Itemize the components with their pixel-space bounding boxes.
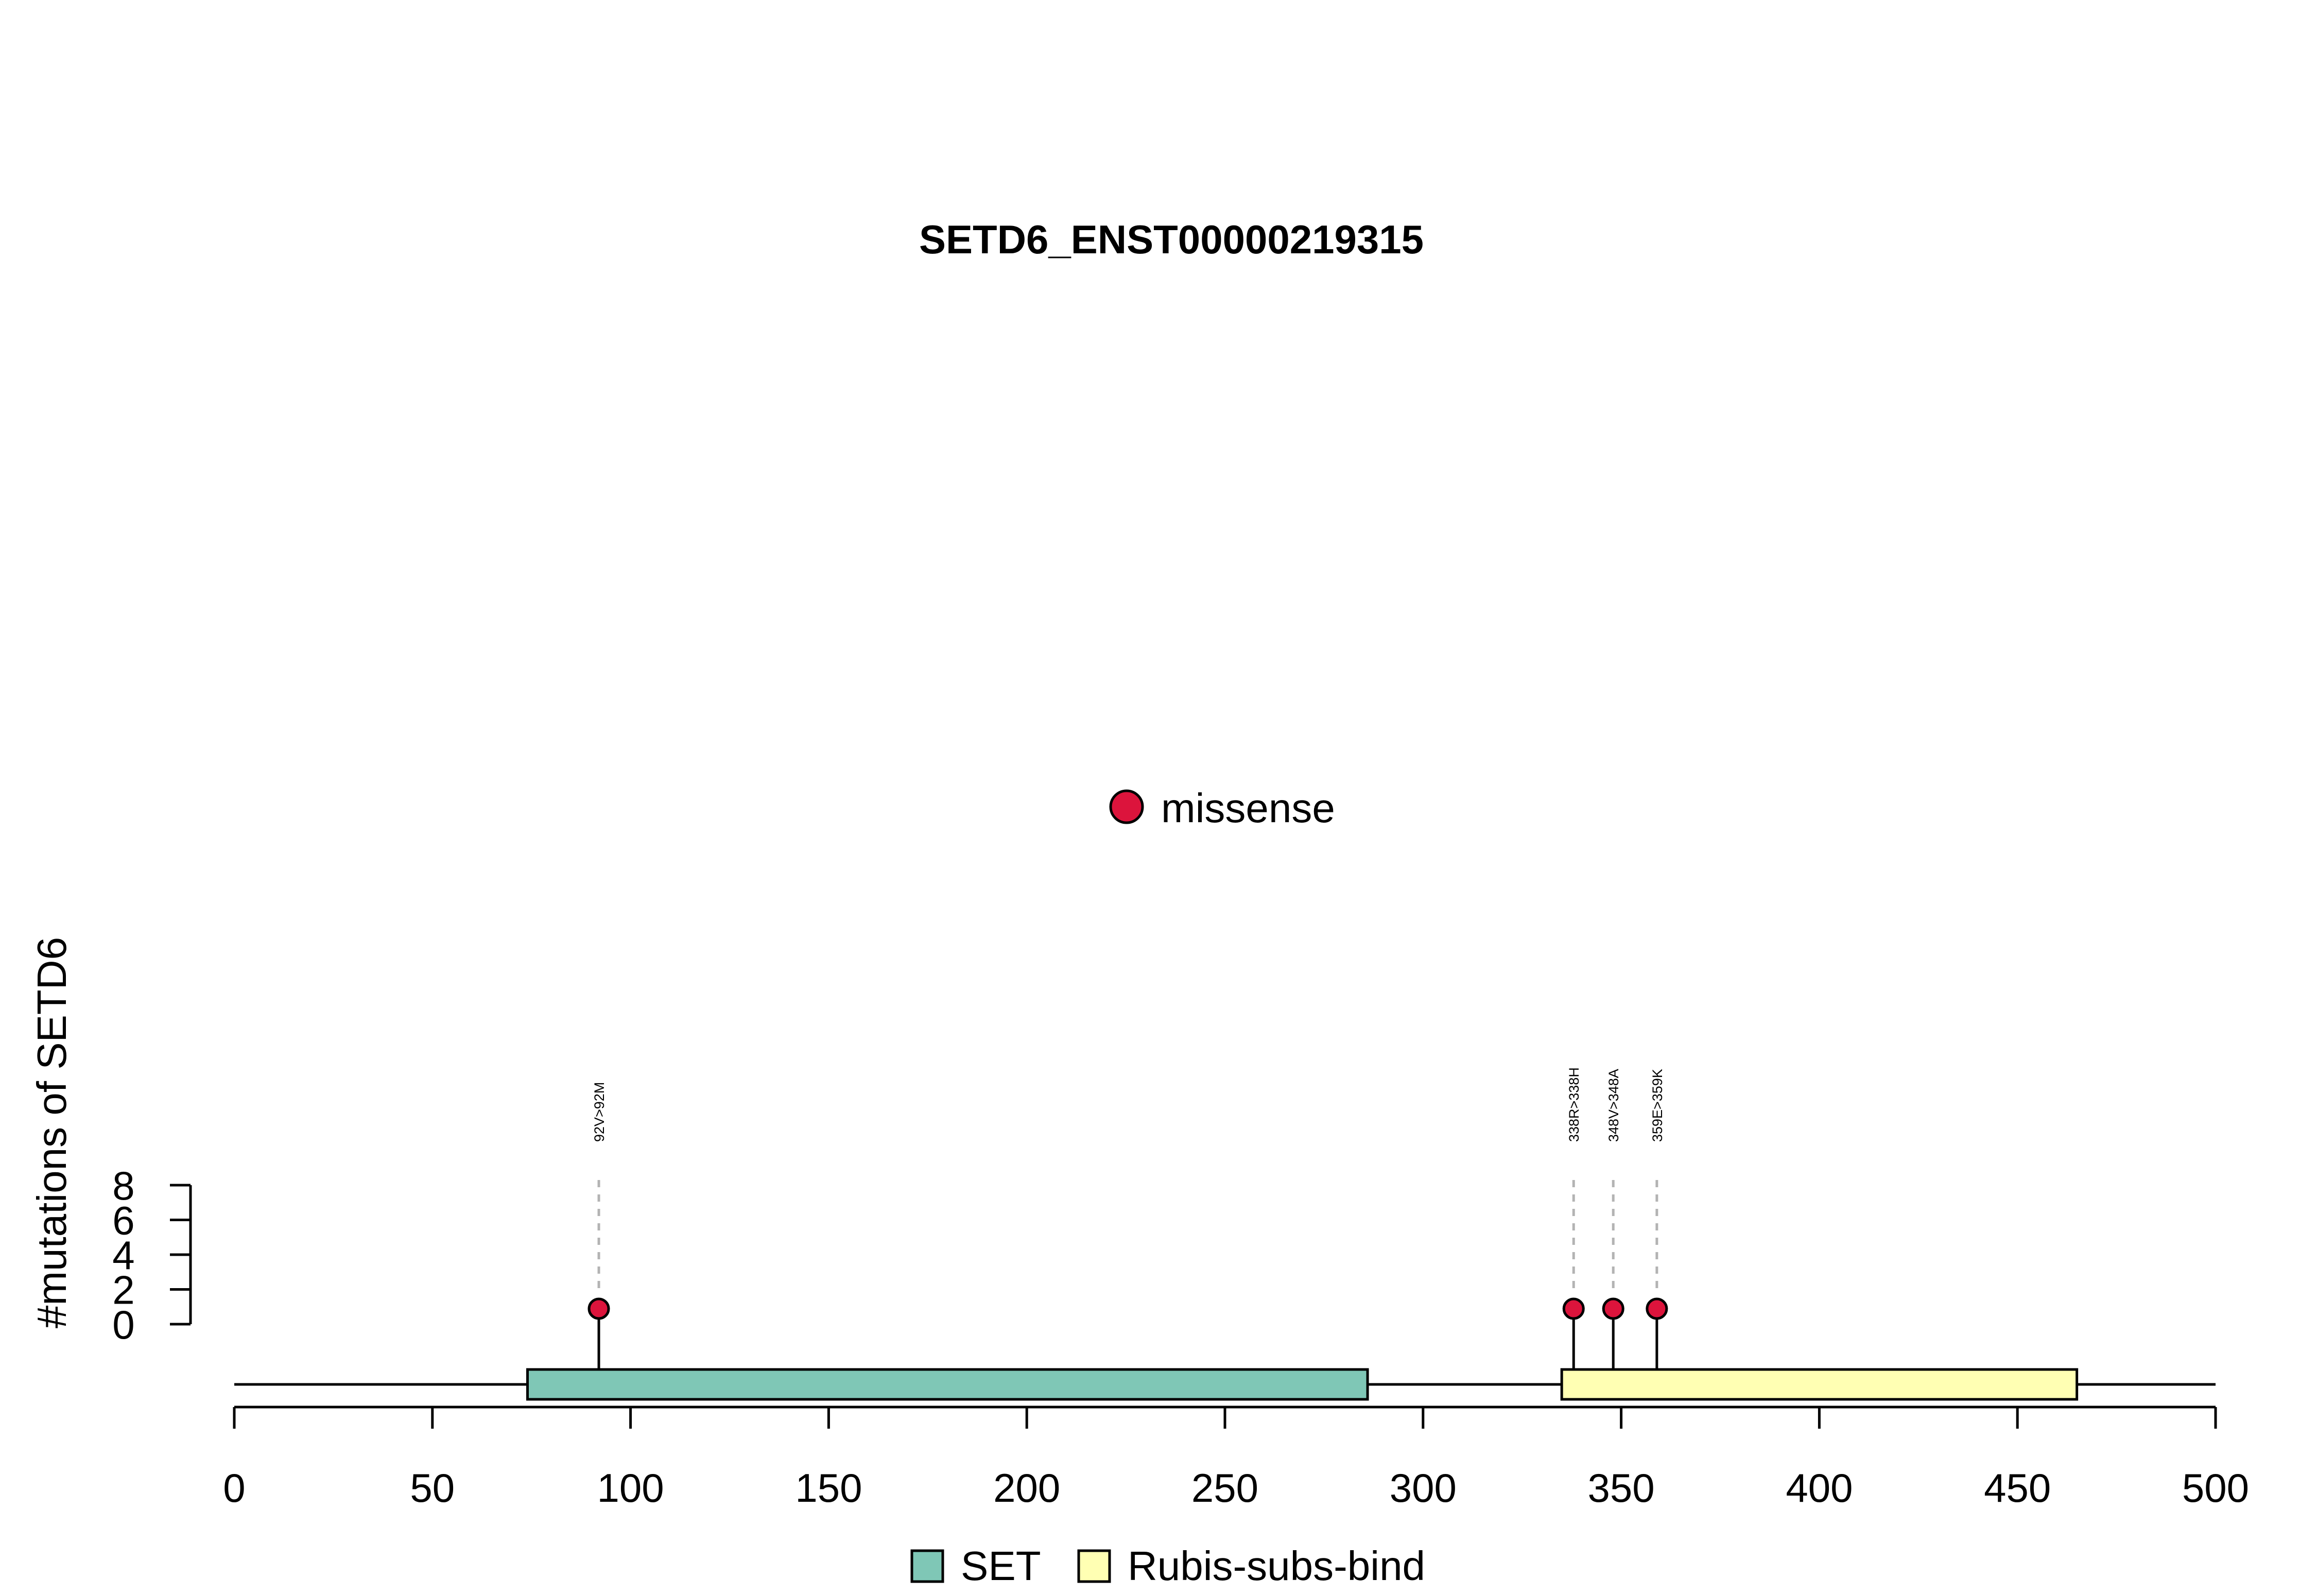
legend-domain-swatch xyxy=(910,1549,944,1583)
x-tick-label: 0 xyxy=(223,1465,245,1511)
legend-domain-label: Rubis-subs-bind xyxy=(1128,1543,1425,1589)
domain-rubis-subs-bind xyxy=(1560,1368,2079,1401)
domain-set xyxy=(526,1368,1369,1401)
x-tick-label: 150 xyxy=(795,1465,862,1511)
x-tick-label: 500 xyxy=(2182,1465,2249,1511)
mutation-lollipops: 92V>92M 338R>338H 348V>348A 359E>359K xyxy=(587,1067,1668,1384)
x-tick-label: 300 xyxy=(1390,1465,1457,1511)
mutation-type-legend: missense xyxy=(1109,785,1335,831)
mutation-marker xyxy=(1562,1297,1585,1320)
domain-legend: SET Rubis-subs-bind xyxy=(910,1543,1425,1589)
protein-backbone xyxy=(234,1368,2216,1401)
x-tick-label: 400 xyxy=(1786,1465,1853,1511)
mutation-marker xyxy=(1602,1297,1624,1320)
y-tick-label: 0 xyxy=(112,1302,134,1347)
mutation-label: 359E>359K xyxy=(1650,1069,1665,1142)
mutation-marker xyxy=(1646,1297,1668,1320)
y-axis-label: #mutations of SETD6 xyxy=(29,937,75,1328)
y-tick-label: 2 xyxy=(112,1268,134,1313)
x-tick-label: 450 xyxy=(1984,1465,2051,1511)
x-tick-label: 350 xyxy=(1588,1465,1655,1511)
mutation-label: 92V>92M xyxy=(592,1082,607,1142)
legend-missense-marker xyxy=(1109,789,1144,824)
legend-missense-label: missense xyxy=(1161,785,1335,831)
x-tick-label: 200 xyxy=(993,1465,1060,1511)
chart-title: SETD6_ENST00000219315 xyxy=(919,217,1424,262)
y-tick-label: 4 xyxy=(112,1233,134,1278)
legend-domain-label: SET xyxy=(961,1543,1041,1589)
legend-domain-swatch xyxy=(1077,1549,1111,1583)
y-tick-label: 8 xyxy=(112,1163,134,1208)
mutation-marker xyxy=(587,1297,610,1320)
x-tick-label: 250 xyxy=(1191,1465,1258,1511)
mutation-label: 348V>348A xyxy=(1606,1069,1621,1142)
x-axis: 0 50 100 150 200 250 300 350 400 450 500 xyxy=(223,1406,2249,1511)
mutation-label: 338R>338H xyxy=(1566,1067,1582,1142)
y-tick-label: 6 xyxy=(112,1198,134,1243)
x-tick-label: 50 xyxy=(410,1465,455,1511)
x-tick-label: 100 xyxy=(597,1465,664,1511)
